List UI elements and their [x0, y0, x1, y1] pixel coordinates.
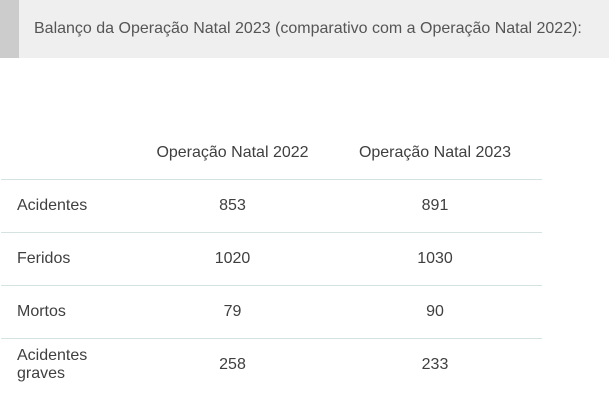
table-row: Acidentes graves 258 233	[1, 339, 542, 392]
cell-2022: 79	[137, 285, 328, 339]
comparison-table: Operação Natal 2022 Operação Natal 2023 …	[1, 127, 542, 391]
header-row: Operação Natal 2022 Operação Natal 2023	[1, 127, 542, 180]
cell-2023: 233	[421, 356, 449, 373]
cell-2022: 1020	[137, 232, 328, 286]
cell-2022: 853	[137, 179, 328, 233]
callout-text: Balanço da Operação Natal 2023 (comparat…	[34, 20, 582, 37]
cell-2023: 891	[328, 179, 542, 233]
row-label: Acidentes graves	[17, 347, 88, 382]
table-row: Mortos 79 90	[1, 285, 542, 339]
table-row: Feridos 1020 1030	[1, 232, 542, 286]
callout-accent-bar	[0, 0, 19, 58]
comparison-table-container: Operação Natal 2022 Operação Natal 2023 …	[1, 127, 542, 391]
header-cell-label	[1, 127, 137, 180]
table-row: Acidentes 853 891	[1, 179, 542, 233]
cell-2022: 258	[219, 356, 246, 373]
header-cell-2022: Operação Natal 2022	[137, 127, 328, 180]
table-body: Acidentes 853 891 Feridos 1020 1030 Mort…	[1, 179, 542, 392]
cell-2023: 1030	[328, 232, 542, 286]
table-header: Operação Natal 2022 Operação Natal 2023	[1, 127, 542, 180]
row-label: Feridos	[1, 232, 137, 286]
summary-callout: Balanço da Operação Natal 2023 (comparat…	[0, 0, 609, 58]
cell-2023: 90	[328, 285, 542, 339]
row-label: Acidentes	[1, 179, 137, 233]
row-label: Mortos	[1, 285, 137, 339]
header-cell-2023: Operação Natal 2023	[328, 127, 542, 180]
